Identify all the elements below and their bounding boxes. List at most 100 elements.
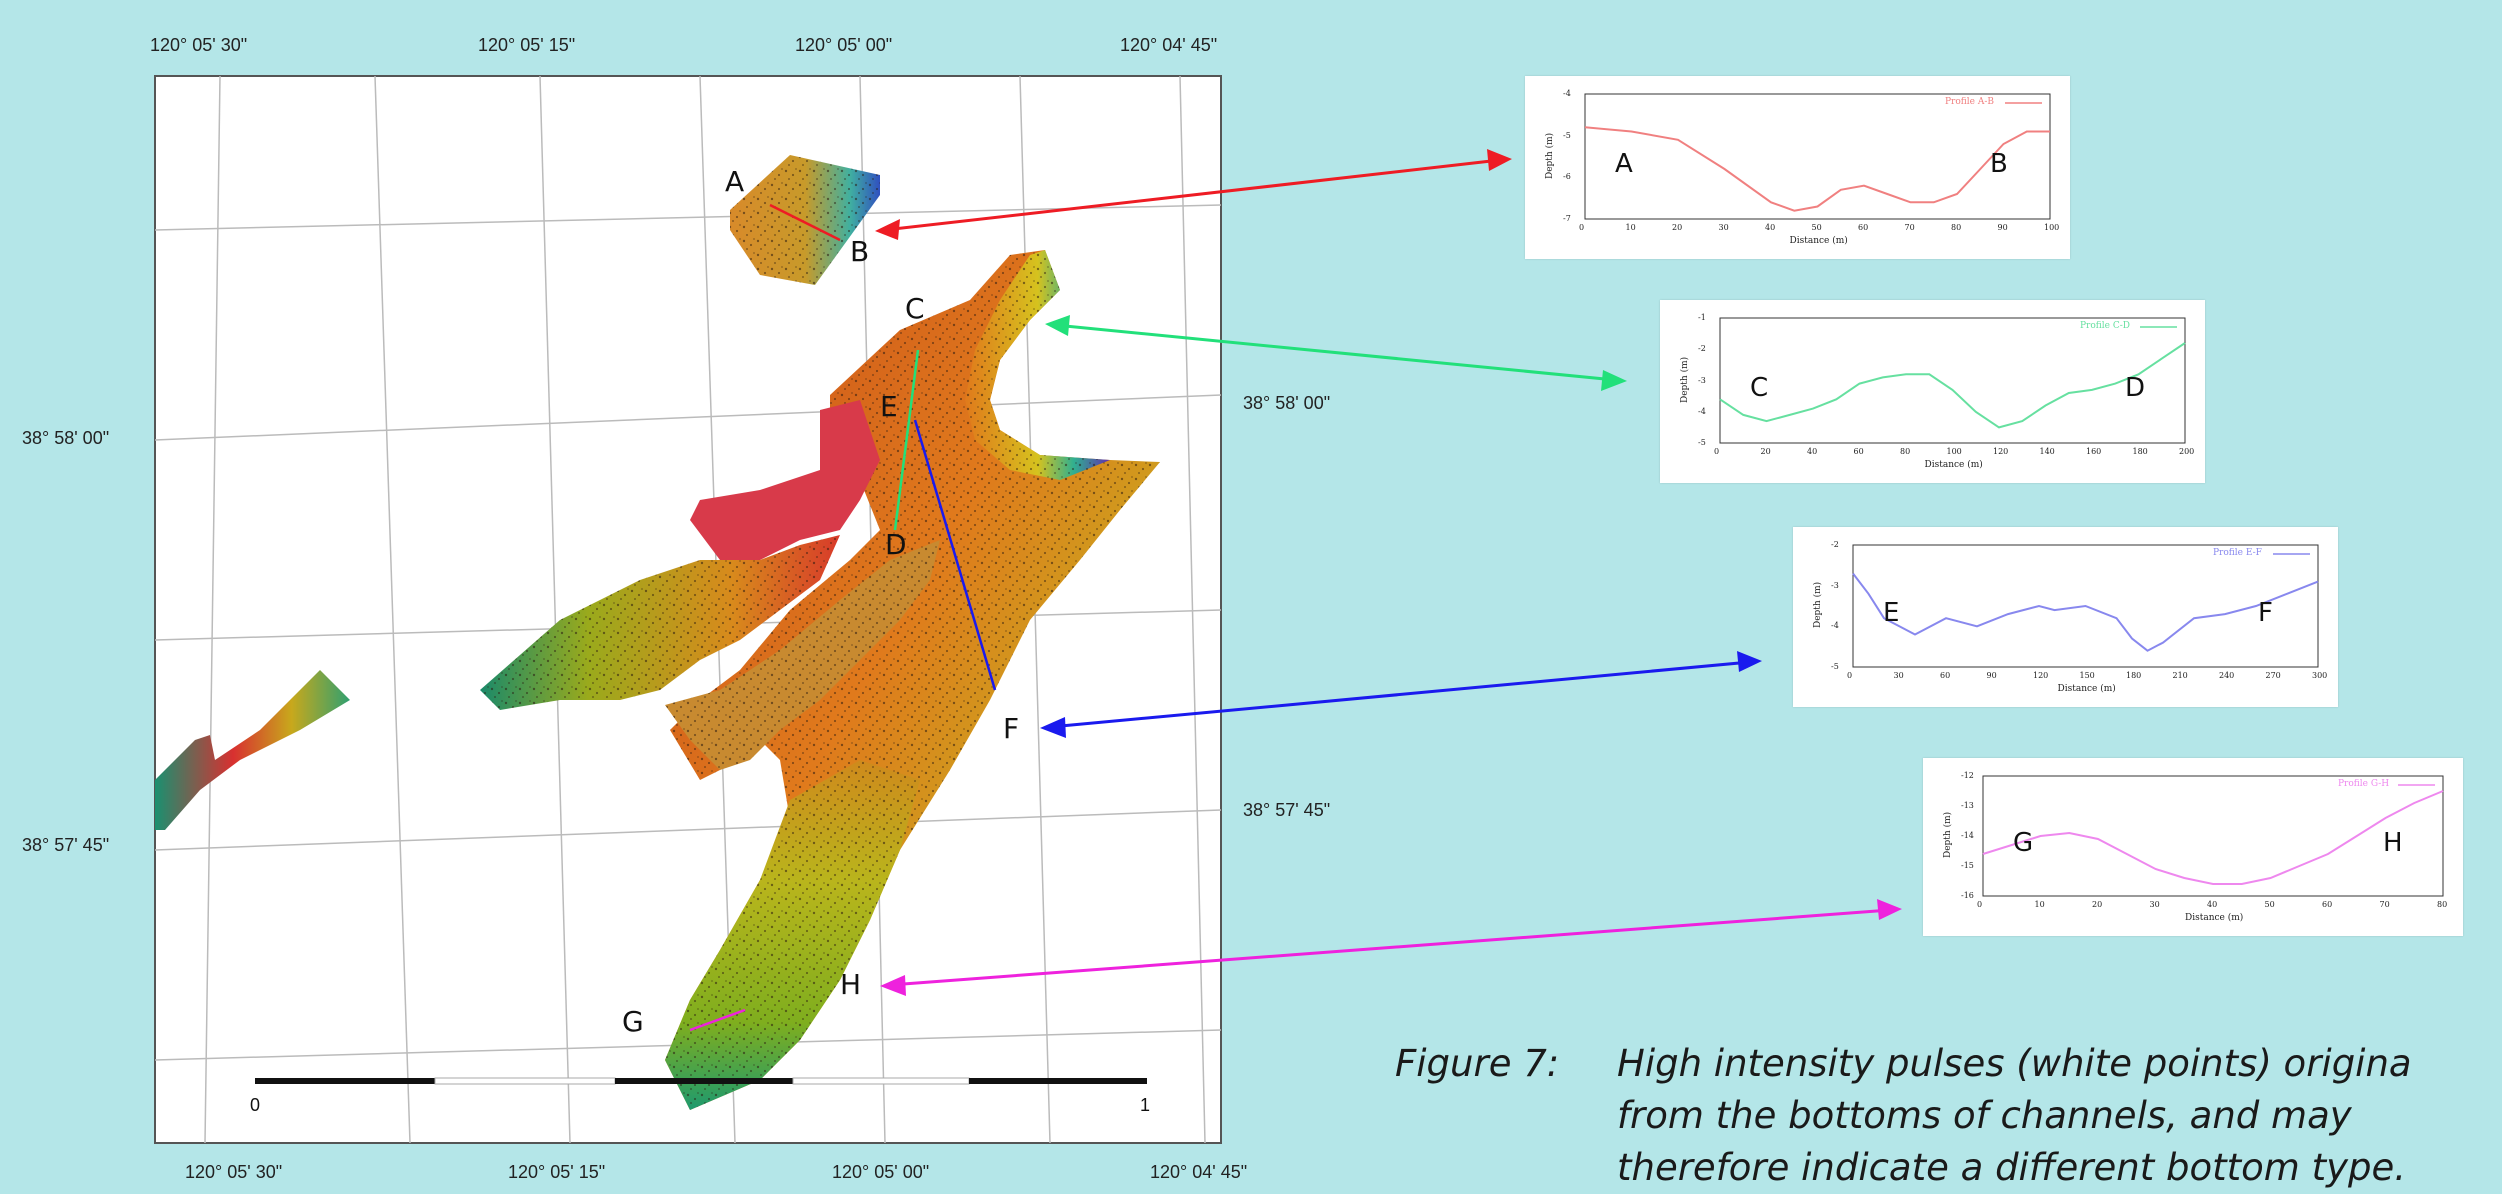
profile-lines [689, 203, 997, 1032]
profile-end-letter: B [1990, 148, 2008, 179]
arrow-ef [1049, 660, 1751, 729]
y-tick-label: -5 [1563, 130, 1571, 140]
x-tick-label: 90 [1997, 223, 2008, 232]
profile-end-letter: F [2258, 598, 2273, 628]
profile-line-cd [893, 349, 920, 531]
map-point-b: B [850, 235, 870, 268]
profile-line-gh [689, 1008, 746, 1032]
top-longitude-label: 120° 05' 30" [150, 35, 248, 55]
x-tick-label: 70 [1904, 223, 1915, 232]
y-tick-label: -12 [1961, 771, 1974, 780]
y-tick-label: -4 [1563, 89, 1571, 98]
left-latitude-label: 38° 57' 45" [22, 835, 110, 855]
map-point-e: E [880, 390, 898, 423]
x-tick-label: 30 [2149, 900, 2160, 909]
y-tick-label: -13 [1961, 801, 1974, 810]
x-tick-label: 0 [1977, 900, 1983, 909]
bottom-longitude-label: 120° 05' 15" [508, 1162, 606, 1182]
x-tick-label: 120 [2033, 671, 2049, 680]
profile-panel-cd: 0 20 40 60 80 100 120 140 160 180 200 -1 -2 -3 -4 -5 Dis… [1660, 300, 2205, 483]
y-tick-label: -2 [1831, 540, 1839, 549]
bottom-longitude-label: 120° 04' 45" [1150, 1162, 1248, 1182]
profile-panel-gh: 0 10 20 30 40 50 60 70 80 -12 -13 -14 -15 -16 Distance… [1923, 758, 2463, 936]
x-tick-label: 120 [1993, 447, 2009, 456]
profile-series-line [1852, 572, 2319, 652]
top-longitude-label: 120° 05' 15" [478, 35, 576, 55]
x-tick-label: 30 [1893, 671, 1904, 680]
y-tick-label: -3 [1698, 375, 1706, 385]
x-tick-label: 90 [1986, 671, 1997, 680]
profile-panel-ab: 0 10 20 30 40 50 60 70 80 90 100 -4 -5 -6 -7 Distance (… [1525, 76, 2070, 259]
x-tick-label: 40 [2207, 900, 2218, 909]
plot-frame [1584, 93, 2051, 220]
x-tick-label: 100 [1946, 447, 1962, 456]
y-tick-label: -2 [1698, 344, 1706, 354]
x-tick-label: 160 [2086, 447, 2102, 456]
x-tick-label: 200 [2179, 447, 2195, 456]
x-tick-label: 60 [2322, 900, 2333, 909]
y-tick-label: -4 [1698, 406, 1706, 416]
caption-line-2: from the bottoms of channels, and may [1617, 1094, 2352, 1137]
x-tick-label: 80 [1900, 447, 1911, 456]
x-tick-label: 10 [2034, 900, 2045, 909]
y-tick-label: -7 [1563, 214, 1571, 223]
y-axis-label: Depth (m) [1813, 581, 1823, 628]
plot-frame [1852, 544, 2319, 668]
caption-line-3: therefore indicate a different bottom ty… [1617, 1146, 2406, 1189]
plot-frame [1982, 775, 2444, 897]
arrow-ab [884, 158, 1501, 232]
legend-label: Profile A-B [1945, 97, 1994, 107]
profile-series-line [1584, 126, 2050, 212]
map-point-h: H [840, 968, 862, 1001]
profile-plot-ab [1584, 93, 2051, 220]
x-tick-label: 20 [1672, 223, 1683, 232]
map-point-c: C [905, 292, 925, 325]
profile-start-letter: G [2013, 828, 2034, 858]
profile-plot-cd [1719, 317, 2186, 444]
survey-coverage [155, 155, 1160, 1110]
x-tick-label: 50 [1811, 223, 1822, 232]
profile-start-letter: C [1750, 372, 1769, 403]
y-tick-label: -16 [1961, 891, 1974, 900]
profile-line-ef [913, 419, 997, 691]
arrow-cd [1054, 323, 1616, 382]
profile-start-letter: E [1883, 598, 1900, 628]
x-tick-label: 50 [2264, 900, 2275, 909]
bottom-longitude-label: 120° 05' 30" [185, 1162, 283, 1182]
scale-start-label: 0 [250, 1095, 261, 1115]
x-tick-label: 0 [1579, 223, 1585, 232]
y-tick-label: -14 [1961, 831, 1974, 840]
x-tick-label: 180 [2132, 447, 2148, 456]
x-tick-label: 70 [2379, 900, 2390, 909]
x-tick-label: 150 [2079, 671, 2095, 680]
scale-end-label: 1 [1140, 1095, 1151, 1115]
y-tick-label: -1 [1698, 313, 1706, 322]
legend-label: Profile C-D [2080, 321, 2130, 331]
y-axis-label: Depth (m) [1545, 132, 1555, 179]
profile-panel-ef: 0 30 60 90 120 150 180 210 240 270 300 -2 -3 -4 -5 Dist… [1793, 527, 2338, 707]
plot-frame [1719, 317, 2186, 444]
map-point-f: F [1003, 712, 1020, 745]
x-tick-label: 40 [1765, 223, 1776, 232]
x-tick-label: 270 [2265, 671, 2281, 680]
legend-label: Profile E-F [2213, 548, 2262, 558]
right-latitude-label: 38° 57' 45" [1243, 800, 1331, 820]
x-tick-label: 80 [2437, 900, 2448, 909]
y-tick-label: -3 [1831, 580, 1839, 590]
x-tick-label: 100 [2044, 223, 2060, 232]
map-point-g: G [622, 1005, 644, 1038]
x-tick-label: 60 [1940, 671, 1951, 680]
x-tick-label: 40 [1807, 447, 1818, 456]
x-axis-label: Distance (m) [2185, 913, 2244, 923]
profile-plot-gh [1982, 775, 2444, 897]
scale-bar [255, 1077, 1147, 1085]
map-point-d: D [885, 528, 907, 561]
x-tick-label: 60 [1853, 447, 1864, 456]
y-tick-label: -5 [1831, 662, 1839, 671]
x-tick-label: 30 [1718, 223, 1729, 232]
left-latitude-label: 38° 58' 00" [22, 428, 110, 448]
x-tick-label: 210 [2172, 671, 2188, 680]
profile-start-letter: A [1615, 148, 1633, 179]
